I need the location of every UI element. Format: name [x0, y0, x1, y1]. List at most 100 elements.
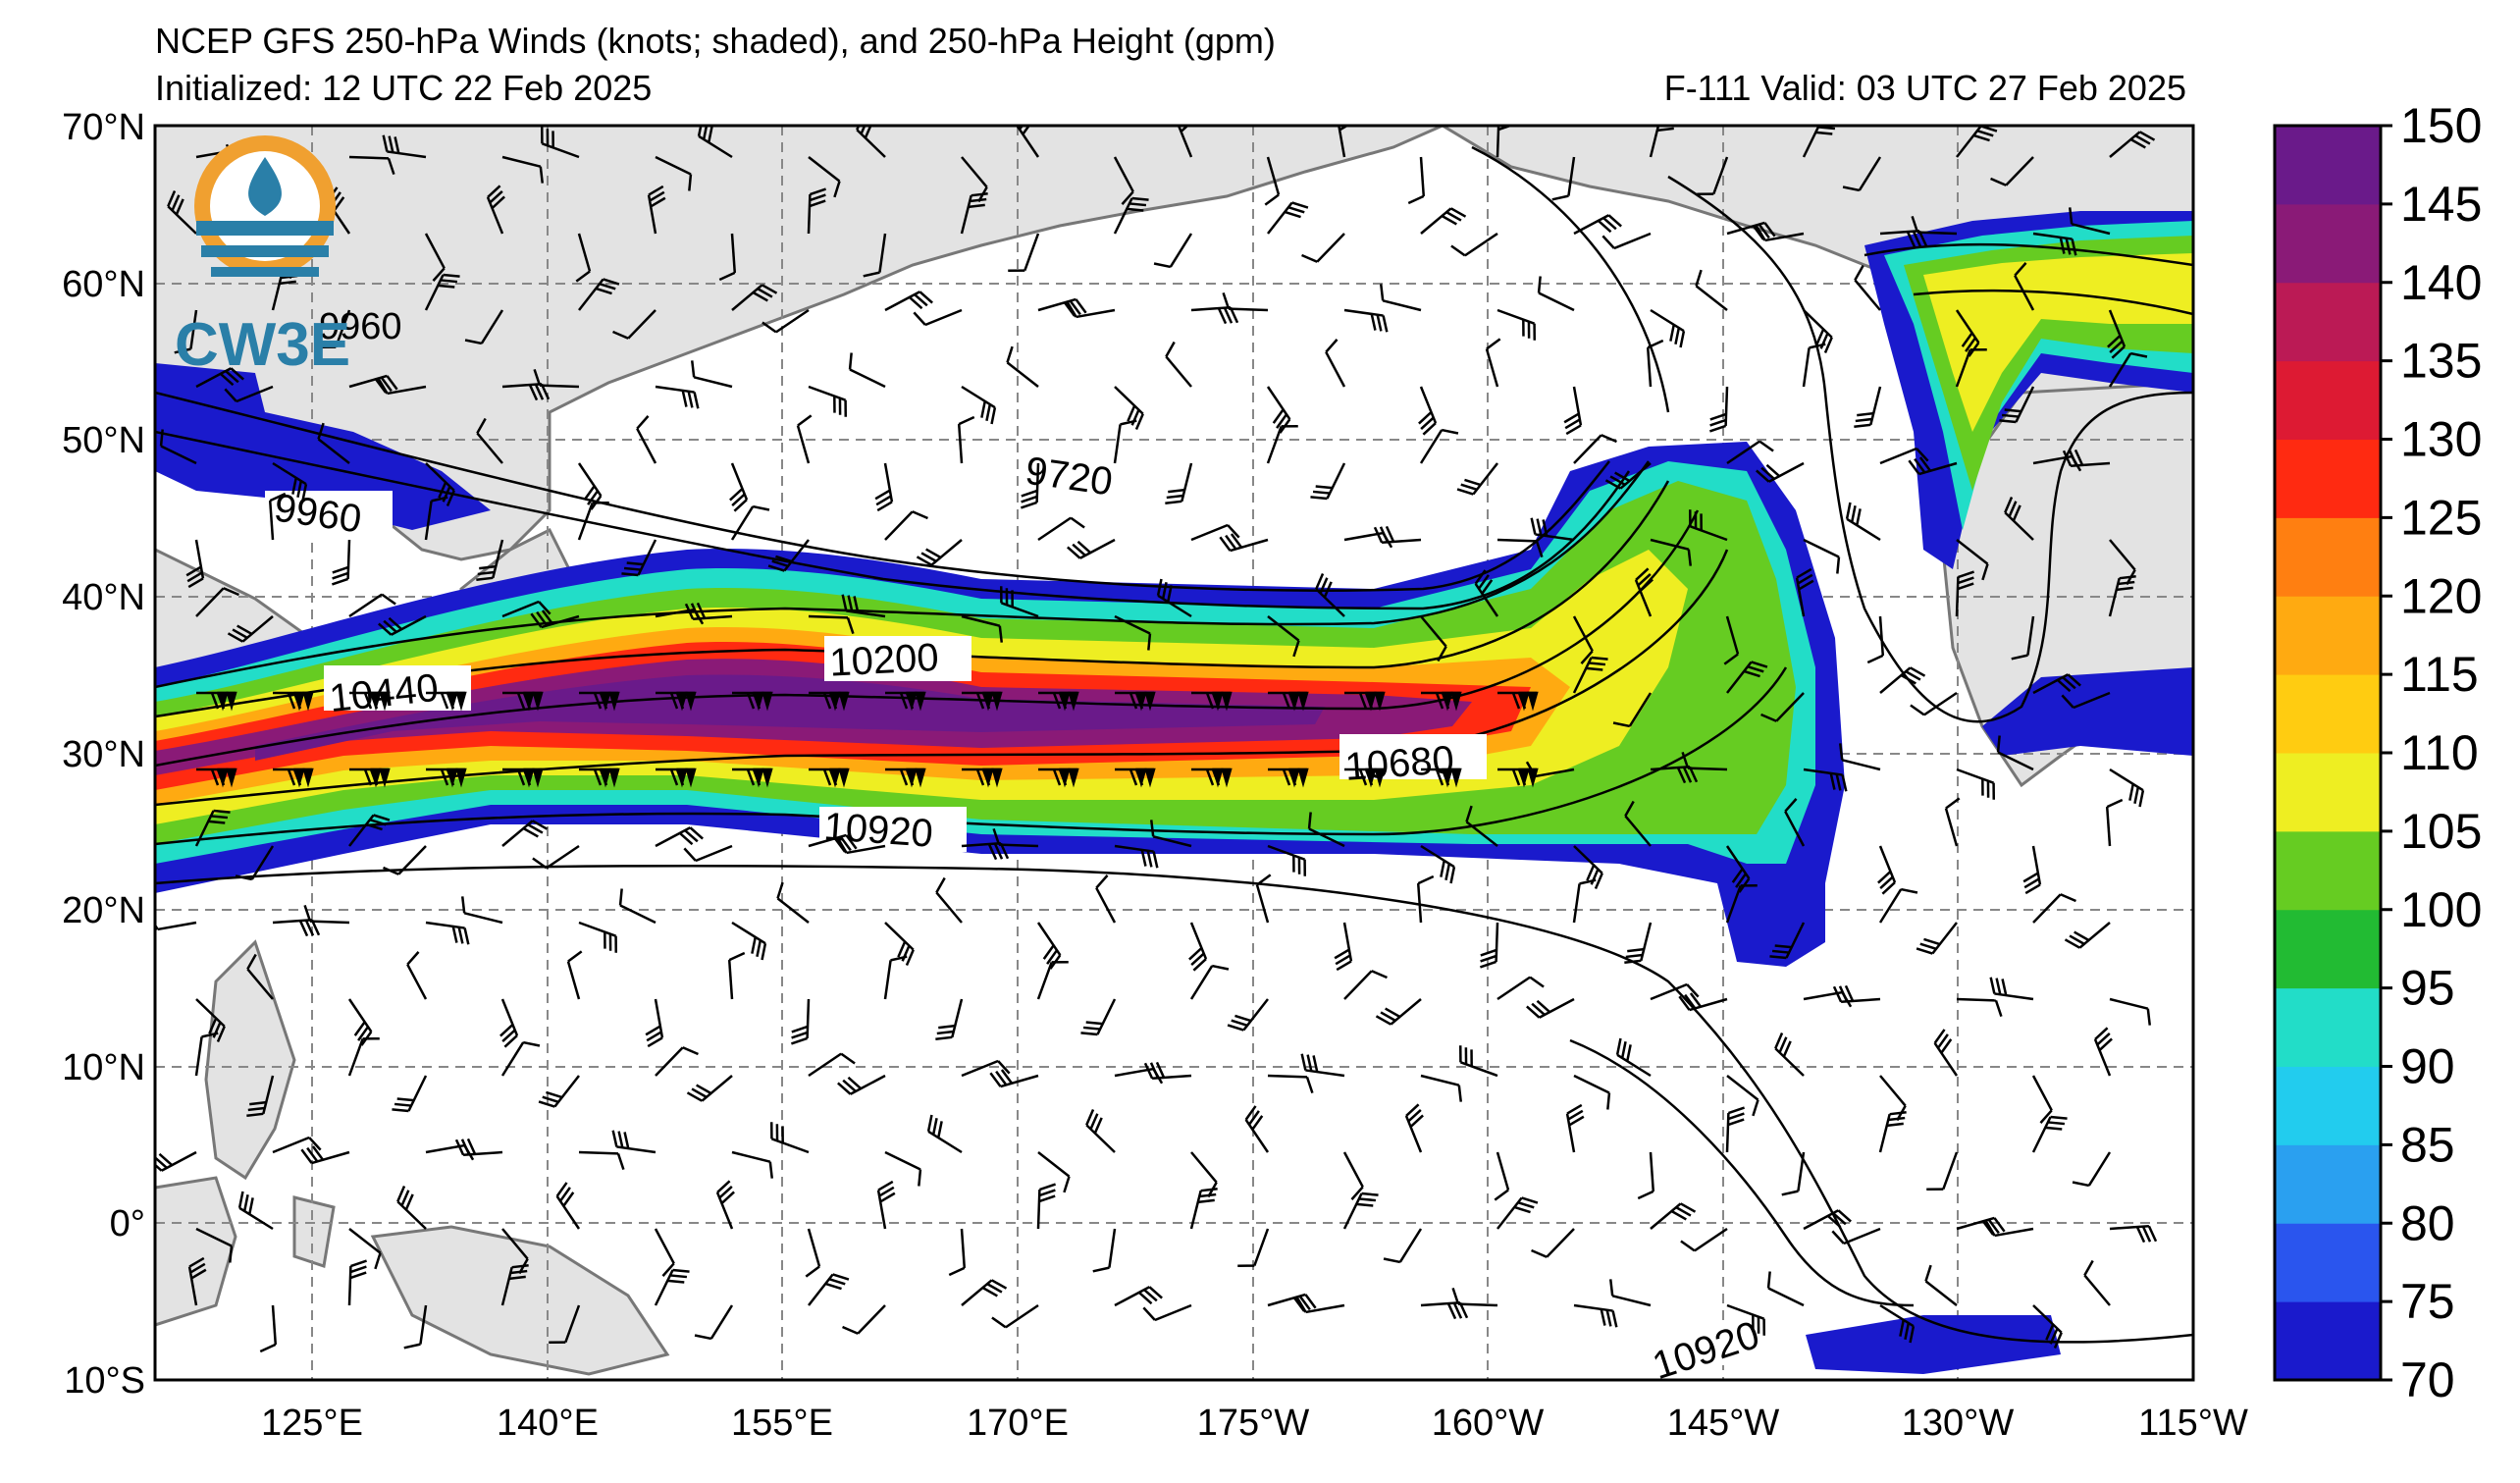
wind-barb: [396, 1186, 427, 1230]
wind-barb: [732, 691, 773, 712]
wind-barb: [1774, 1033, 1805, 1077]
latitude-labels: 70°N 60°N 50°N 40°N 30°N 20°N 10°N 0° 10…: [62, 107, 145, 1402]
wind-barb: [1726, 661, 1768, 694]
wind-barb: [575, 233, 592, 283]
wind-barb: [501, 382, 551, 401]
wind-barb: [1418, 386, 1438, 436]
wind-barb: [1996, 735, 2034, 771]
wind-barb: [1085, 1109, 1116, 1153]
wind-barb: [1416, 874, 1435, 924]
wind-barb: [1485, 338, 1501, 388]
wind-barb: [836, 837, 886, 855]
wind-barb: [1113, 419, 1137, 464]
wind-barb: [883, 955, 908, 1000]
wind-barb: [501, 820, 549, 847]
colorbar-label: 95: [2400, 961, 2455, 1016]
wind-barb: [1723, 615, 1740, 665]
wind-barb: [1149, 820, 1192, 848]
wind-barb: [1573, 214, 1622, 236]
wind-barb: [1334, 922, 1353, 972]
wind-barb: [694, 1304, 734, 1341]
wind-barb: [1421, 691, 1462, 712]
wind-barb: [1264, 156, 1281, 206]
wind-barb: [1036, 960, 1069, 1000]
wind-barb: [1637, 1151, 1655, 1200]
wind-barb: [1551, 156, 1576, 201]
wind-barb: [392, 1075, 428, 1113]
contour-label-10200: 10200: [828, 636, 939, 685]
wind-barb: [349, 768, 391, 788]
lat-label: 50°N: [62, 420, 145, 461]
wind-barb: [1342, 1192, 1379, 1230]
wind-barb: [502, 768, 544, 788]
jet-shade-70-south: [1806, 1315, 2061, 1374]
wind-barb: [1458, 1045, 1498, 1078]
wind-barb: [1531, 1228, 1575, 1258]
wind-barb: [348, 814, 391, 847]
wind-barb: [1156, 578, 1192, 618]
contour-label-10680: 10680: [1343, 738, 1455, 789]
wind-barb: [1784, 798, 1806, 847]
wind-barb: [1373, 525, 1422, 545]
wind-barb: [1802, 343, 1826, 388]
wind-barb: [935, 998, 964, 1041]
wind-barb: [2109, 997, 2152, 1026]
wind-barb: [1688, 509, 1728, 542]
wind-barb: [425, 462, 455, 506]
wind-barb: [848, 352, 886, 389]
wind-barb: [2032, 893, 2076, 924]
wind-barb: [1383, 1228, 1423, 1264]
wind-barb: [1926, 1151, 1959, 1192]
wind-barb: [501, 155, 545, 184]
wind-barb: [195, 1227, 234, 1263]
wind-barb: [618, 888, 656, 925]
wind-barb: [926, 1114, 963, 1154]
wind-barb: [1143, 1061, 1192, 1081]
wind-barb: [319, 309, 351, 349]
wind-barb: [348, 155, 395, 175]
colorbar-swatch: [2275, 987, 2381, 1067]
wind-barb: [796, 414, 813, 464]
wind-barb: [1608, 1279, 1652, 1307]
wind-barb: [1526, 997, 1575, 1019]
colorbar-label: 140: [2400, 255, 2482, 310]
wind-barb: [1831, 1227, 1881, 1245]
wind-barb: [1267, 615, 1300, 658]
wind-barb: [731, 284, 778, 311]
wind-barb: [1755, 225, 1805, 242]
wind-barbs: [155, 126, 2158, 1353]
wind-barb: [1480, 922, 1499, 969]
wind-barb: [273, 768, 314, 788]
wind-barb: [1343, 970, 1388, 1000]
wind-barb: [957, 415, 975, 464]
wind-barb: [808, 1273, 850, 1306]
wind-barb: [1537, 276, 1575, 312]
wind-barb: [540, 127, 580, 159]
wind-barb: [776, 881, 810, 924]
wind-barb: [1908, 456, 1958, 476]
wind-barb: [348, 1228, 382, 1270]
wind-barb: [1924, 1264, 1958, 1306]
wind-barb: [791, 998, 811, 1045]
wind-barb: [1465, 805, 1498, 847]
wind-barb: [1604, 462, 1652, 490]
wind-barb: [1496, 308, 1537, 341]
wind-barb: [549, 1304, 581, 1345]
wind-barb: [1474, 569, 1499, 617]
wind-barb: [476, 417, 503, 464]
wind-barb: [577, 501, 609, 541]
lat-label: 20°N: [62, 890, 145, 931]
wind-barb: [1244, 1105, 1270, 1153]
wind-barb: [272, 461, 308, 502]
wind-barb: [1310, 462, 1346, 501]
wind-barb: [1420, 1074, 1463, 1102]
wind-barb: [454, 1138, 503, 1157]
colorbar-label: 115: [2400, 647, 2479, 702]
wind-barb: [273, 691, 314, 712]
wind-barb: [1933, 1029, 1959, 1077]
wind-barb: [187, 1256, 207, 1306]
wind-barb: [2014, 262, 2035, 311]
wind-barb: [246, 953, 274, 1000]
wind-barb: [1680, 1227, 1728, 1252]
wind-barb: [1038, 691, 1079, 712]
